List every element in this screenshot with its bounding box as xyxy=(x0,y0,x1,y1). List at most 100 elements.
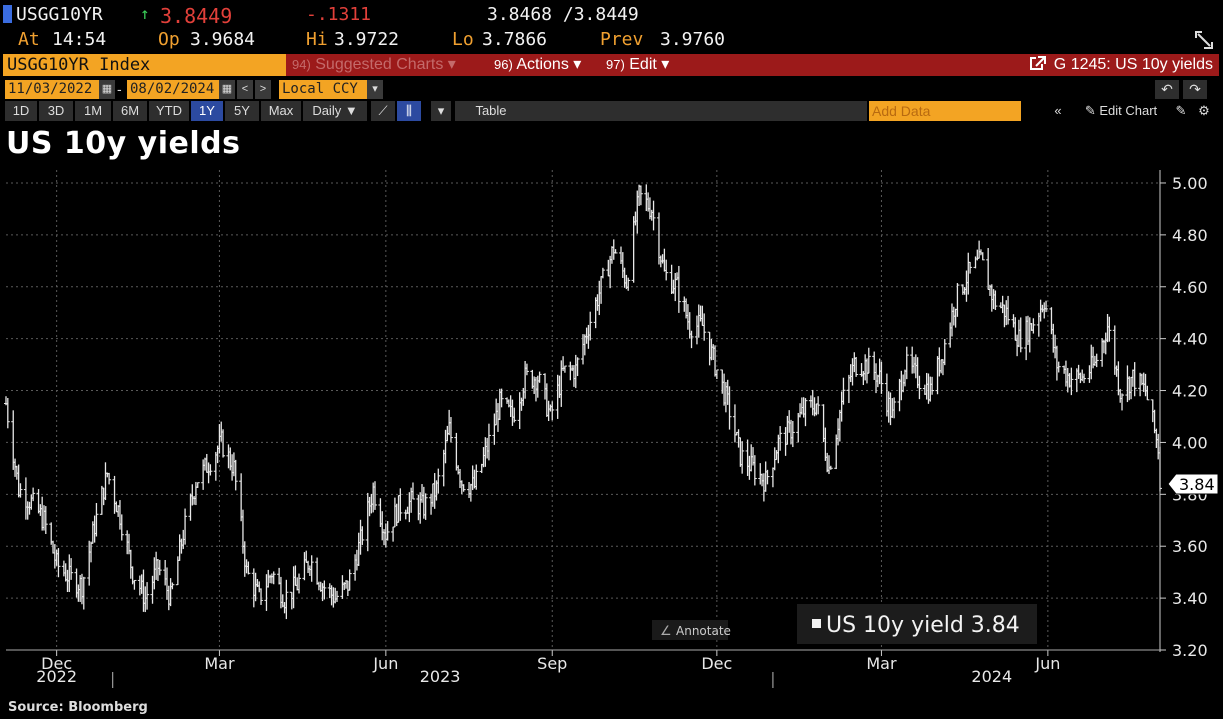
menu-actions-num: 96) xyxy=(494,57,513,72)
chevron-left-icon[interactable]: < xyxy=(237,80,253,99)
net-change: -.1311 xyxy=(306,4,372,25)
low-label: Lo xyxy=(452,29,474,50)
y-tick-label: 4.00 xyxy=(1172,433,1208,452)
high-value: 3.9722 xyxy=(334,29,400,50)
up-arrow-icon: ↑ xyxy=(140,4,150,23)
last-value-box xyxy=(1167,473,1219,495)
menu-suggested-num: 94) xyxy=(292,57,311,72)
menu-suggested-charts[interactable]: 94) Suggested Charts ▾ xyxy=(292,54,456,76)
start-date-input[interactable]: 11/03/2022 xyxy=(5,80,99,99)
annotate-icon: ∠ xyxy=(660,624,672,639)
chart-id-label: G 1245: US 10y yields xyxy=(1053,56,1213,73)
gear-icon[interactable]: ⚙ xyxy=(1193,101,1215,121)
last-value-label: 3.84 xyxy=(1179,475,1215,494)
x-tick-label: Dec xyxy=(41,654,72,673)
at-label: At xyxy=(18,29,40,50)
redo-icon[interactable]: ↷ xyxy=(1183,80,1207,99)
y-tick-label: 3.60 xyxy=(1172,537,1208,556)
currency-select[interactable]: Local CCY xyxy=(279,80,367,99)
legend-text: US 10y yield 3.84 xyxy=(826,613,1020,638)
chevron-right-icon[interactable]: > xyxy=(255,80,271,99)
chevron-down-icon: ▾ xyxy=(447,56,456,73)
x-tick-label: Jun xyxy=(372,654,398,673)
calendar-icon[interactable]: ▦ xyxy=(99,80,115,99)
y-tick-label: 5.00 xyxy=(1172,174,1208,193)
open-value: 3.9684 xyxy=(190,29,256,50)
last-price: 3.8449 xyxy=(160,4,233,28)
y-tick-label: 4.60 xyxy=(1172,278,1208,297)
table-button[interactable]: Table xyxy=(455,101,527,121)
y-axis: 5.004.804.604.404.204.003.803.603.403.20 xyxy=(1159,170,1208,660)
expand-icon[interactable] xyxy=(1194,30,1214,50)
x-year-label: 2022 xyxy=(36,667,77,686)
high-label: Hi xyxy=(306,29,328,50)
chart-area[interactable]: 5.004.804.604.404.204.003.803.603.403.20… xyxy=(0,160,1223,700)
collapse-icon[interactable]: « xyxy=(1047,101,1069,121)
chevron-down-icon: ▾ xyxy=(661,56,670,73)
x-year-label: 2023 xyxy=(420,667,461,686)
toolbar-spacer xyxy=(527,101,867,121)
prev-label: Prev xyxy=(600,29,644,50)
end-date-input[interactable]: 08/02/2024 xyxy=(127,80,219,99)
x-tick-label: Sep xyxy=(537,654,567,673)
range-5y[interactable]: 5Y xyxy=(225,101,259,121)
menu-suggested-label: Suggested Charts xyxy=(315,56,444,73)
range-3d[interactable]: 3D xyxy=(39,101,73,121)
legend-swatch xyxy=(812,619,821,628)
menu-bar xyxy=(3,54,1219,76)
grid xyxy=(6,170,1160,651)
toolbar: 1D 3D 1M 6M YTD 1Y 5Y Max Daily ▼ ⟋ ⫼ ▾ … xyxy=(3,101,1219,121)
range-1m[interactable]: 1M xyxy=(75,101,111,121)
y-tick-label: 4.80 xyxy=(1172,226,1208,245)
bid-ask: 3.8468 /3.8449 xyxy=(487,4,639,25)
at-time: 14:54 xyxy=(52,29,107,50)
range-6m[interactable]: 6M xyxy=(113,101,147,121)
menu-edit-num: 97) xyxy=(606,57,625,72)
x-tick-label: Mar xyxy=(204,654,235,673)
last-value-marker: 3.84 xyxy=(1167,473,1219,495)
chevron-down-icon[interactable]: ▾ xyxy=(431,101,451,121)
price-bars xyxy=(4,184,1162,620)
calendar-icon[interactable]: ▦ xyxy=(219,80,235,99)
y-tick-label: 4.20 xyxy=(1172,382,1208,401)
x-year-label: 2024 xyxy=(971,667,1012,686)
date-bar: 11/03/2022 ▦ - 08/02/2024 ▦ < > Local CC… xyxy=(3,80,1219,99)
x-tick-label: Dec xyxy=(701,654,732,673)
y-tick-label: 3.20 xyxy=(1172,641,1208,660)
low-value: 3.7866 xyxy=(482,29,548,50)
quote-header: USGG10YR ↑ 3.8449 -.1311 3.8468 /3.8449 … xyxy=(0,0,1223,52)
x-tick-label: Jun xyxy=(1034,654,1060,673)
frequency-select[interactable]: Daily ▼ xyxy=(303,101,367,121)
undo-icon[interactable]: ↶ xyxy=(1155,80,1179,99)
y-tick-label: 3.40 xyxy=(1172,589,1208,608)
legend: US 10y yield 3.84 xyxy=(797,604,1037,644)
menu-actions[interactable]: 96) Actions ▾ xyxy=(494,54,581,76)
chart-id[interactable]: G 1245: US 10y yields xyxy=(1029,54,1213,76)
chevron-down-icon: ▾ xyxy=(573,56,582,73)
range-1d[interactable]: 1D xyxy=(5,101,37,121)
x-tick-label: Mar xyxy=(866,654,897,673)
date-separator: - xyxy=(117,81,122,97)
range-1y[interactable]: 1Y xyxy=(191,101,223,121)
ticker-marker xyxy=(3,5,12,23)
security-field[interactable]: USGG10YR Index xyxy=(3,54,286,76)
annotate-button[interactable]: ∠ Annotate xyxy=(652,620,731,640)
edit-chart-button[interactable]: ✎ Edit Chart xyxy=(1071,101,1171,121)
range-max[interactable]: Max xyxy=(261,101,301,121)
menu-edit[interactable]: 97) Edit ▾ xyxy=(606,54,669,76)
add-data-input[interactable]: Add Data xyxy=(869,101,1021,121)
open-label: Op xyxy=(158,29,180,50)
external-link-icon xyxy=(1029,56,1046,70)
range-ytd[interactable]: YTD xyxy=(149,101,189,121)
source-note: Source: Bloomberg xyxy=(8,700,148,715)
chart-title: US 10y yields xyxy=(6,126,241,161)
y-tick-label: 4.40 xyxy=(1172,330,1208,349)
ticker[interactable]: USGG10YR xyxy=(16,4,103,25)
menu-edit-label: Edit xyxy=(629,56,657,73)
menu-actions-label: Actions xyxy=(516,56,569,73)
pencil-icon[interactable]: ✎ xyxy=(1171,101,1191,121)
chevron-down-icon[interactable]: ▾ xyxy=(367,80,383,99)
prev-value: 3.9760 xyxy=(660,29,726,50)
bar-chart-icon[interactable]: ⫼ xyxy=(397,101,421,121)
line-chart-icon[interactable]: ⟋ xyxy=(371,101,395,121)
